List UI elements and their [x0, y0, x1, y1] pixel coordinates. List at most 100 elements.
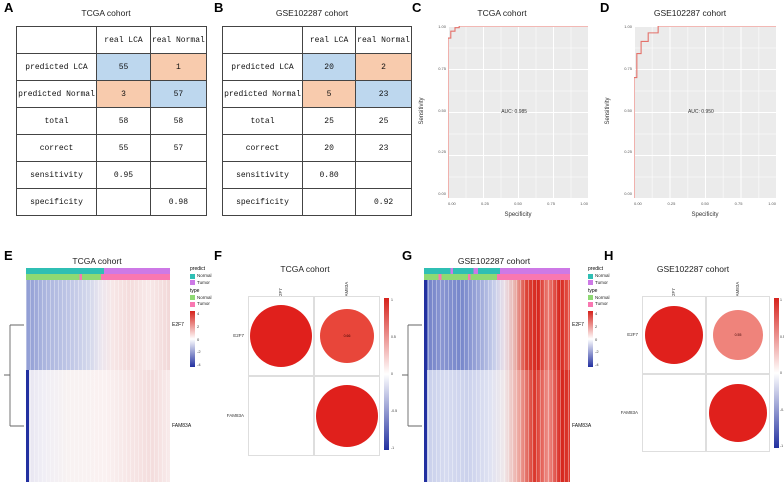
cell: predicted Normal — [222, 80, 303, 108]
row-label-e2f7: E2F7 — [172, 322, 184, 328]
tick-label: 0.25 — [481, 201, 489, 206]
tick-label: -1 — [780, 444, 784, 448]
heatmap-colorbar: 4 2 0 -2 -4 — [588, 311, 608, 367]
panel-g: G GSE102287 cohort E2F7 FAM83A predict N… — [398, 248, 610, 490]
tick-label: 1.00 — [768, 201, 776, 206]
heatmap-legend: predict Normal Tumor type Normal Tumor — [190, 264, 212, 367]
corr-cell — [706, 374, 770, 452]
cell — [150, 161, 207, 189]
tick-label: -0.5 — [391, 409, 398, 413]
annotation-bar-type — [26, 274, 170, 280]
tick-label: -1 — [391, 446, 395, 450]
heatmap-row-fam83a — [424, 370, 570, 482]
x-axis-label: Specificity — [691, 212, 719, 218]
tick-label: 0.5 — [391, 335, 396, 339]
heatmap-row-e2f7 — [26, 280, 170, 370]
tick-label: 4 — [197, 311, 200, 316]
tick-label: 0.00 — [634, 201, 642, 206]
confusion-table-gse: real LCA real Normal predicted LCA 20 2 … — [222, 26, 412, 216]
cell: 57 — [150, 134, 207, 162]
tick-label: 0 — [780, 371, 782, 375]
cell — [301, 188, 357, 216]
panel-a-letter: A — [4, 0, 14, 15]
colorbar-ticks: 4 2 0 -2 -4 — [595, 311, 599, 367]
cell: real LCA — [96, 26, 151, 54]
legend-item: Tumor — [588, 280, 608, 286]
legend-type-title: type — [588, 287, 598, 294]
cell: predicted LCA — [222, 53, 303, 81]
tick-label: 0.75 — [547, 201, 555, 206]
cell: 0.98 — [150, 188, 207, 216]
tick-label: 1 — [391, 298, 393, 302]
legend-item: Normal — [190, 295, 212, 301]
panel-h: H GSE102287 cohort E2F7 FAM83A E2F7 FAM8… — [602, 248, 784, 490]
cell-highlighted: 3 — [96, 80, 151, 108]
corr-colorbar-ticks: 1 0.5 0 -0.5 -1 — [780, 298, 784, 448]
correlation-circle — [316, 385, 378, 447]
legend-label: Tumor — [595, 279, 608, 285]
row-label-e2f7: E2F7 — [572, 322, 584, 328]
correlation-value: 0.66 — [343, 334, 351, 338]
cell: 23 — [355, 134, 412, 162]
corr-cell: 0.66 — [314, 296, 380, 376]
auc-label: AUC: 0.950 — [687, 108, 714, 115]
roc-curve — [634, 26, 776, 198]
panel-e-letter: E — [4, 248, 13, 263]
row-label-fam83a: FAM83A — [572, 423, 592, 429]
table-row: predicted LCA 20 2 — [222, 53, 412, 81]
table-row: correct 20 23 — [222, 134, 412, 162]
annotation-bar-predict — [26, 268, 170, 274]
cell: 58 — [96, 107, 151, 135]
y-axis-ticks: 1.00 0.75 0.50 0.25 0.00 — [430, 24, 446, 196]
panel-e: E TCGA cohort E2F7 FAM83A predict Normal… — [2, 248, 212, 490]
legend-label: Tumor — [595, 301, 608, 307]
y-axis-ticks: 1.00 0.75 0.50 0.25 0.00 — [616, 24, 632, 196]
correlation-matrix: 0.55 — [642, 296, 770, 452]
auc-label: AUC: 0.985 — [501, 108, 528, 115]
confusion-table-tcga: real LCA real Normal predicted LCA 55 1 … — [16, 26, 207, 216]
table-row: predicted Normal 3 57 — [16, 80, 207, 108]
table-row: specificity 0.92 — [222, 188, 412, 216]
correlation-circle — [645, 306, 703, 364]
legend-predict-title: predict — [190, 266, 206, 272]
tick-label: -0.5 — [780, 407, 784, 412]
table-row: predicted Normal 5 23 — [222, 80, 412, 108]
tick-label: 0 — [595, 336, 598, 342]
legend-item: Normal — [190, 273, 212, 279]
cell: total — [16, 107, 97, 135]
corr-row-label: FAM83A — [226, 413, 244, 418]
legend-swatch — [190, 280, 195, 286]
table-header-row: real LCA real Normal — [16, 26, 207, 54]
cell-highlighted: 23 — [355, 80, 412, 108]
cell: predicted LCA — [16, 53, 97, 81]
legend-item: Normal — [588, 273, 610, 279]
tick-label: -2 — [197, 349, 201, 355]
panel-b-letter: B — [214, 0, 224, 15]
dendrogram — [4, 324, 24, 427]
cell: 25 — [301, 107, 357, 135]
tick-label: 0.00 — [438, 191, 446, 196]
corr-cell — [314, 376, 380, 456]
panel-f-letter: F — [214, 248, 222, 263]
panel-d: D GSE102287 cohort AUC: 0.950 1.00 0.75 … — [596, 0, 784, 246]
table-row: total 25 25 — [222, 107, 412, 135]
cell-highlighted: 55 — [96, 53, 151, 81]
corr-colorbar — [774, 298, 779, 448]
x-axis-label: Specificity — [504, 212, 532, 218]
legend-swatch — [190, 273, 195, 279]
tick-label: 0.25 — [667, 201, 676, 206]
tick-label: -4 — [197, 362, 201, 367]
legend-swatch — [190, 301, 195, 307]
legend-item: Tumor — [588, 301, 608, 307]
tick-label: 1.00 — [624, 24, 632, 29]
tick-label: 0.00 — [448, 201, 456, 206]
legend-item: Normal — [588, 294, 610, 301]
cell: total — [222, 107, 303, 135]
tick-label: 2 — [595, 323, 598, 329]
tick-label: 0.5 — [780, 334, 784, 339]
legend-swatch — [588, 273, 593, 279]
cell-highlighted: 1 — [150, 53, 207, 81]
tick-label: 0.25 — [438, 149, 446, 155]
legend-label: Normal — [595, 294, 610, 300]
tick-label: -2 — [595, 349, 599, 355]
